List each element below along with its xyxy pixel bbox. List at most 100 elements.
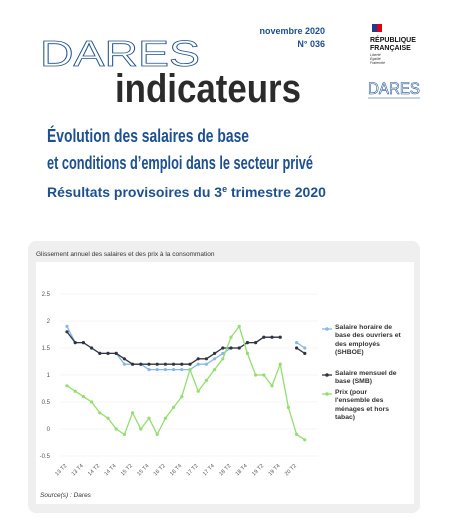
- point: [213, 368, 217, 372]
- point: [65, 324, 69, 328]
- point: [180, 368, 184, 372]
- point: [196, 389, 200, 393]
- point: [278, 362, 282, 366]
- point: [295, 432, 299, 436]
- legend-label: Salaire horaire de base des ouvriers et …: [335, 324, 401, 357]
- point: [204, 378, 208, 382]
- point: [147, 416, 151, 420]
- legend-label: Salaire mensuel de base (SMB): [335, 370, 397, 386]
- y-tick-label: 1.5: [42, 346, 51, 352]
- point: [139, 427, 143, 431]
- point: [90, 400, 94, 404]
- point: [98, 411, 102, 415]
- point: [163, 416, 167, 420]
- point: [163, 362, 167, 366]
- point: [270, 384, 274, 388]
- legend-entry: Prix (pour l'ensemble des ménages et hor…: [335, 389, 390, 422]
- legend-swatch: [325, 392, 329, 396]
- point: [245, 351, 249, 355]
- point: [122, 362, 126, 366]
- chart-title: Glissement annuel des salaires et des pr…: [36, 251, 215, 258]
- legend-entry: Salaire horaire de base des ouvriers et …: [335, 324, 401, 357]
- point: [155, 362, 159, 366]
- source: Source(s) : Dares: [40, 492, 92, 499]
- point: [114, 351, 118, 355]
- subtitle-sup: e: [222, 184, 227, 194]
- republic: FRANÇAISE: [370, 45, 411, 52]
- point: [172, 368, 176, 372]
- point: [303, 346, 307, 350]
- point: [262, 335, 266, 339]
- point: [213, 357, 217, 361]
- issue-number: N° 036: [297, 39, 325, 49]
- point: [237, 346, 241, 350]
- point: [278, 335, 282, 339]
- point: [65, 384, 69, 388]
- point: [81, 395, 85, 399]
- title-line: et conditions d’emploi dans le secteur p…: [47, 153, 313, 173]
- point: [147, 362, 151, 366]
- series-line: [66, 324, 306, 441]
- point: [65, 330, 69, 334]
- subtitle: Résultats provisoires du 3e trimestre 20…: [47, 184, 326, 200]
- motto: Égalité: [370, 56, 381, 61]
- point: [262, 373, 266, 377]
- motto: Fraternité: [370, 61, 385, 65]
- point: [221, 357, 225, 361]
- point: [213, 351, 217, 355]
- point: [180, 395, 184, 399]
- plot-panel: [36, 262, 414, 504]
- point: [139, 362, 143, 366]
- product: indicateurs: [115, 67, 301, 111]
- logo: DARES: [368, 79, 420, 98]
- subtitle-text: trimestre 2020: [227, 184, 326, 200]
- date: novembre 2020: [259, 26, 325, 36]
- point: [286, 405, 290, 409]
- point: [295, 341, 299, 345]
- point: [295, 346, 299, 350]
- point: [172, 362, 176, 366]
- point: [204, 362, 208, 366]
- point: [98, 351, 102, 355]
- point: [270, 335, 274, 339]
- subtitle-text: Résultats provisoires du 3: [47, 184, 222, 200]
- point: [221, 346, 225, 350]
- y-tick-label: 2.5: [42, 292, 51, 298]
- point: [73, 389, 77, 393]
- point: [122, 432, 126, 436]
- point: [303, 351, 307, 355]
- legend-swatch: [325, 327, 329, 331]
- point: [229, 335, 233, 339]
- point: [303, 438, 307, 442]
- point: [221, 351, 225, 355]
- point: [172, 405, 176, 409]
- point: [196, 357, 200, 361]
- point: [122, 357, 126, 361]
- point: [180, 362, 184, 366]
- point: [81, 341, 85, 345]
- flag: [372, 24, 377, 32]
- y-tick-label: 1: [47, 373, 51, 379]
- point: [188, 368, 192, 372]
- point: [254, 373, 258, 377]
- y-tick-label: 0.5: [42, 400, 51, 406]
- legend-label: Prix (pour l'ensemble des ménages et hor…: [335, 389, 390, 422]
- point: [163, 368, 167, 372]
- point: [106, 351, 110, 355]
- y-tick-label: 0: [47, 427, 51, 433]
- point: [245, 341, 249, 345]
- point: [237, 324, 241, 328]
- point: [204, 357, 208, 361]
- point: [229, 346, 233, 350]
- flag: [377, 24, 382, 32]
- point: [155, 432, 159, 436]
- title-line: Évolution des salaires de base: [47, 125, 249, 146]
- point: [254, 341, 258, 345]
- point: [73, 341, 77, 345]
- point: [131, 362, 135, 366]
- y-tick-label: -0.5: [40, 454, 51, 460]
- point: [90, 346, 94, 350]
- brand: DARES: [40, 33, 200, 74]
